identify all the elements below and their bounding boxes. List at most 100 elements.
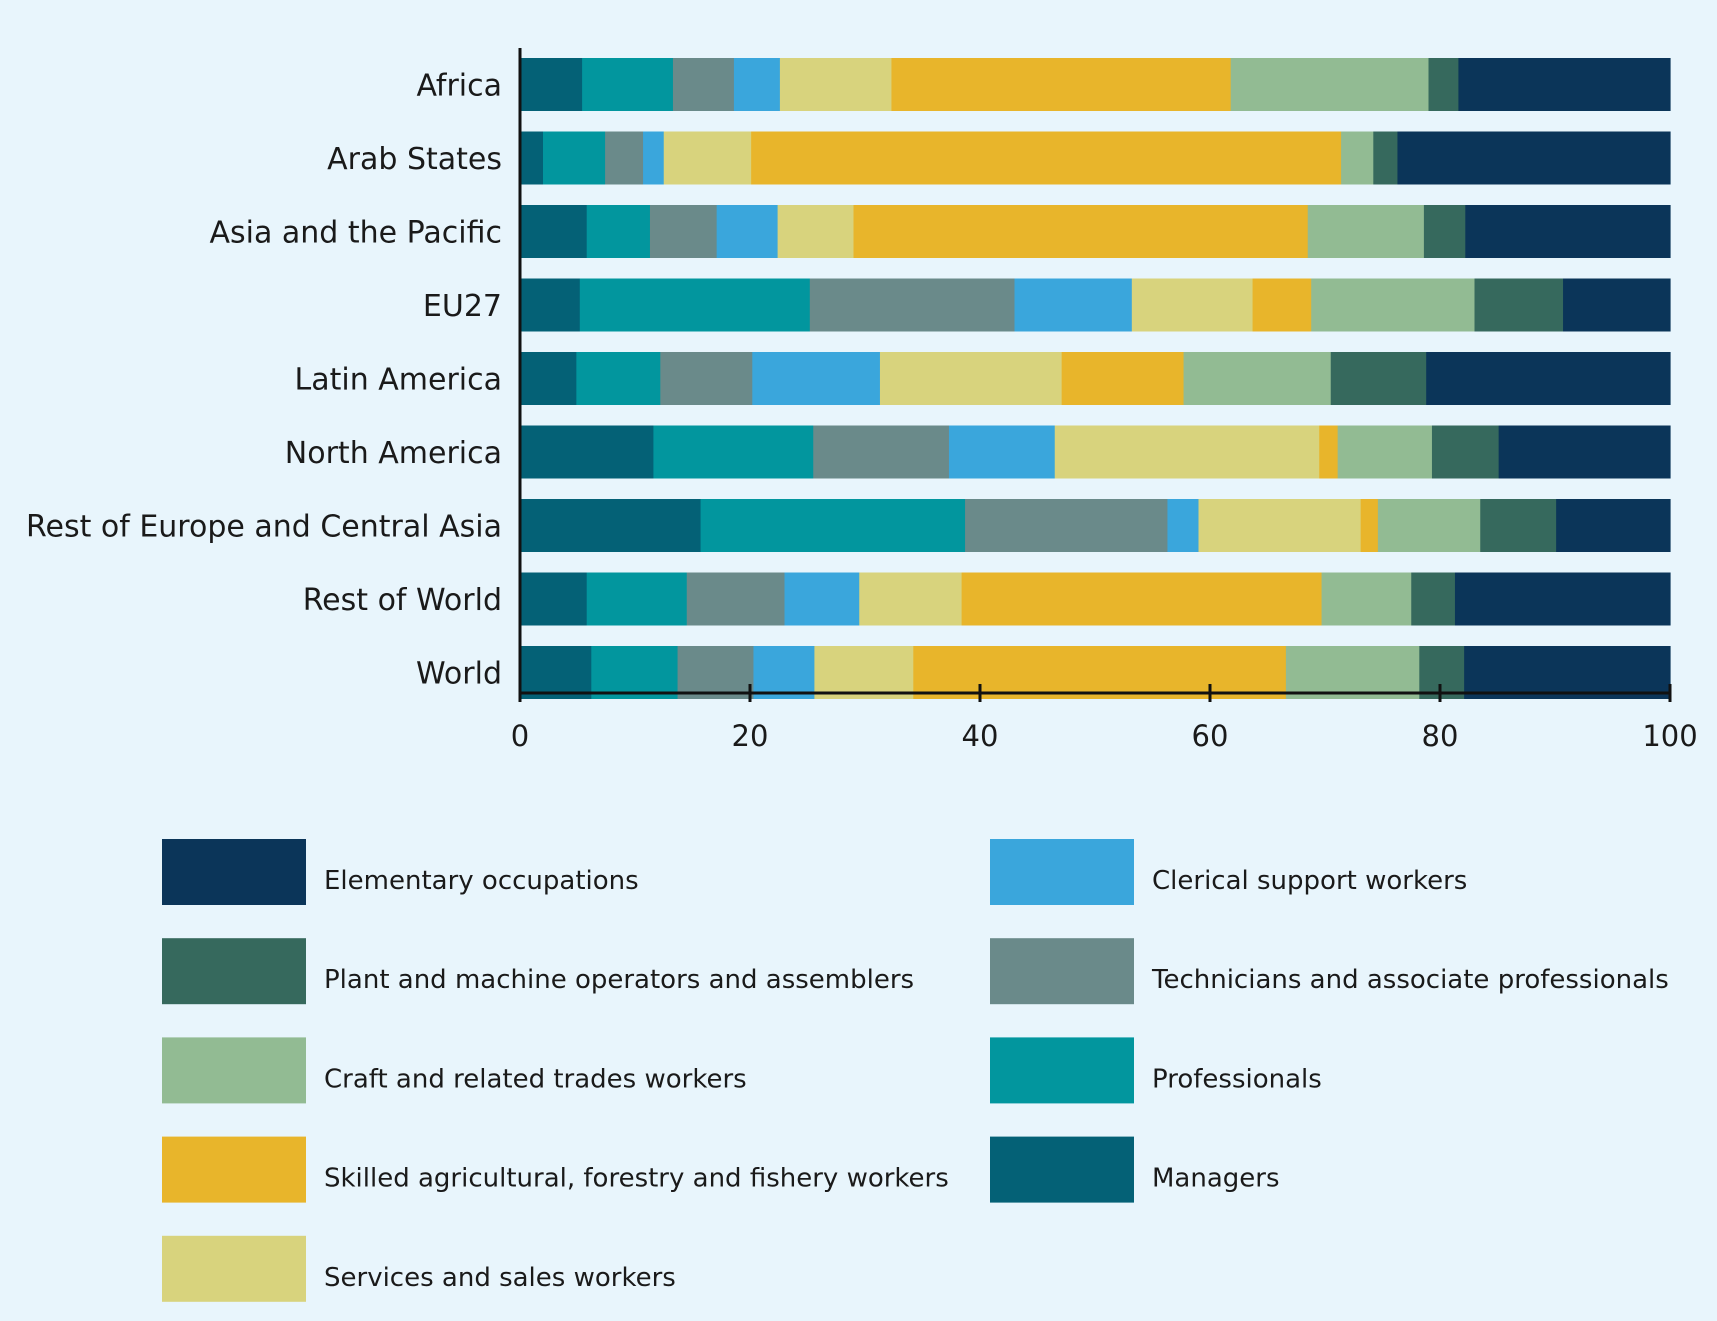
bar-world-craft-and-related-trades-workers xyxy=(1285,646,1420,699)
category-label-eu27: EU27 xyxy=(423,289,502,324)
bar-asia-and-the-pacific-services-and-sales-workers xyxy=(777,205,855,258)
bar-rest-of-europe-and-central-asia-elementary-occupations xyxy=(1556,499,1671,552)
bar-arab-states-managers xyxy=(520,131,544,185)
bar-asia-and-the-pacific-managers xyxy=(520,205,588,258)
bar-africa-elementary-occupations xyxy=(1458,58,1671,111)
bar-north-america-skilled-agricultural-forestry-and-fishery-workers xyxy=(1319,425,1339,479)
bar-africa-services-and-sales-workers xyxy=(779,58,893,111)
legend-swatch-services-and-sales-workers xyxy=(162,1235,306,1302)
bar-eu27-technicians-and-associate-professionals xyxy=(809,278,1016,332)
category-label-latin-america: Latin America xyxy=(295,363,503,398)
bar-asia-and-the-pacific-craft-and-related-trades-workers xyxy=(1307,205,1425,258)
bar-eu27-elementary-occupations xyxy=(1563,278,1671,332)
bar-asia-and-the-pacific-plant-and-machine-operators-and-assemblers xyxy=(1423,205,1466,258)
bar-latin-america-skilled-agricultural-forestry-and-fishery-workers xyxy=(1061,352,1185,405)
x-tick-label-100: 100 xyxy=(1642,719,1697,753)
legend-label-clerical-support-workers: Clerical support workers xyxy=(1152,866,1467,896)
bar-rest-of-world-technicians-and-associate-professionals xyxy=(686,572,786,626)
legend-label-services-and-sales-workers: Services and sales workers xyxy=(324,1263,676,1293)
bar-arab-states-elementary-occupations xyxy=(1397,131,1671,185)
bar-africa-managers xyxy=(520,58,583,111)
bar-rest-of-europe-and-central-asia-professionals xyxy=(700,499,966,552)
legend-label-skilled-agricultural-forestry-and-fishery-workers: Skilled agricultural, forestry and fishe… xyxy=(324,1164,949,1194)
bar-eu27-professionals xyxy=(579,278,811,332)
bar-rest-of-world-clerical-support-workers xyxy=(784,572,860,626)
bar-north-america-services-and-sales-workers xyxy=(1054,425,1320,479)
bar-latin-america-elementary-occupations xyxy=(1426,352,1671,405)
bar-rest-of-europe-and-central-asia-clerical-support-workers xyxy=(1167,499,1200,552)
bar-arab-states-clerical-support-workers xyxy=(643,131,665,185)
bar-rest-of-world-professionals xyxy=(586,572,688,626)
bar-latin-america-technicians-and-associate-professionals xyxy=(660,352,753,405)
bar-eu27-craft-and-related-trades-workers xyxy=(1311,278,1476,332)
bar-rest-of-world-craft-and-related-trades-workers xyxy=(1321,572,1412,626)
legend-swatch-craft-and-related-trades-workers xyxy=(162,1037,306,1104)
bar-latin-america-professionals xyxy=(576,352,661,405)
bar-north-america-professionals xyxy=(653,425,814,479)
bar-arab-states-technicians-and-associate-professionals xyxy=(605,131,644,185)
bar-north-america-plant-and-machine-operators-and-assemblers xyxy=(1431,425,1500,479)
category-label-world: World xyxy=(416,657,502,692)
bar-asia-and-the-pacific-technicians-and-associate-professionals xyxy=(649,205,718,258)
bar-world-managers xyxy=(520,646,592,699)
x-tick-label-20: 20 xyxy=(732,719,769,753)
bar-asia-and-the-pacific-skilled-agricultural-forestry-and-fishery-workers xyxy=(853,205,1309,258)
bar-world-services-and-sales-workers xyxy=(814,646,914,699)
bar-arab-states-services-and-sales-workers xyxy=(663,131,752,185)
bar-rest-of-world-skilled-agricultural-forestry-and-fishery-workers xyxy=(961,572,1323,626)
bar-north-america-craft-and-related-trades-workers xyxy=(1337,425,1433,479)
legend-swatch-elementary-occupations xyxy=(162,839,306,905)
bar-latin-america-managers xyxy=(520,352,577,405)
bar-arab-states-plant-and-machine-operators-and-assemblers xyxy=(1373,131,1399,185)
bar-asia-and-the-pacific-elementary-occupations xyxy=(1465,205,1671,258)
bar-latin-america-clerical-support-workers xyxy=(752,352,881,405)
legend-label-plant-and-machine-operators-and-assemblers: Plant and machine operators and assemble… xyxy=(324,965,914,995)
axis-layer xyxy=(518,48,1672,702)
legend-swatch-managers xyxy=(990,1136,1134,1203)
bar-rest-of-europe-and-central-asia-technicians-and-associate-professionals xyxy=(965,499,1169,552)
bar-africa-craft-and-related-trades-workers xyxy=(1230,58,1430,111)
category-label-asia-and-the-pacific: Asia and the Pacific xyxy=(210,216,503,251)
bar-latin-america-plant-and-machine-operators-and-assemblers xyxy=(1330,352,1427,405)
legend-label-managers: Managers xyxy=(1152,1164,1280,1194)
x-tick-label-40: 40 xyxy=(962,719,999,753)
bar-asia-and-the-pacific-professionals xyxy=(586,205,651,258)
category-label-arab-states: Arab States xyxy=(327,142,502,177)
bar-eu27-services-and-sales-workers xyxy=(1131,278,1254,332)
legend-label-professionals: Professionals xyxy=(1152,1064,1322,1094)
bar-rest-of-europe-and-central-asia-managers xyxy=(520,499,702,552)
bar-world-clerical-support-workers xyxy=(753,646,815,699)
bar-africa-plant-and-machine-operators-and-assemblers xyxy=(1428,58,1459,111)
legend-swatch-professionals xyxy=(990,1037,1134,1104)
bar-rest-of-world-managers xyxy=(520,572,588,626)
bar-rest-of-world-plant-and-machine-operators-and-assemblers xyxy=(1411,572,1456,626)
bar-arab-states-craft-and-related-trades-workers xyxy=(1341,131,1374,185)
bar-rest-of-europe-and-central-asia-skilled-agricultural-forestry-and-fishery-workers xyxy=(1360,499,1379,552)
bar-asia-and-the-pacific-clerical-support-workers xyxy=(716,205,779,258)
legend-swatch-plant-and-machine-operators-and-assemblers xyxy=(162,938,306,1005)
bar-arab-states-skilled-agricultural-forestry-and-fishery-workers xyxy=(751,131,1342,185)
legend-label-technicians-and-associate-professionals: Technicians and associate professionals xyxy=(1151,965,1669,995)
category-labels: Africa Arab States Asia and the Pacific EU2… xyxy=(26,69,502,692)
bar-africa-skilled-agricultural-forestry-and-fishery-workers xyxy=(891,58,1232,111)
x-tick-labels: 0 20 40 60 80 100 xyxy=(511,719,1698,753)
bar-rest-of-europe-and-central-asia-services-and-sales-workers xyxy=(1198,499,1362,552)
bar-world-skilled-agricultural-forestry-and-fishery-workers xyxy=(913,646,1287,699)
category-label-africa: Africa xyxy=(416,69,502,104)
x-tick-label-80: 80 xyxy=(1422,719,1459,753)
bar-latin-america-services-and-sales-workers xyxy=(879,352,1063,405)
legend: Elementary occupations Plant and machine … xyxy=(162,839,1669,1302)
bar-africa-professionals xyxy=(582,58,674,111)
bar-world-elementary-occupations xyxy=(1464,646,1671,699)
bar-north-america-managers xyxy=(520,425,654,479)
legend-swatch-skilled-agricultural-forestry-and-fishery-workers xyxy=(162,1136,306,1203)
bar-world-professionals xyxy=(591,646,679,699)
x-tick-label-0: 0 xyxy=(511,719,529,753)
bar-eu27-skilled-agricultural-forestry-and-fishery-workers xyxy=(1252,278,1312,332)
bar-rest-of-europe-and-central-asia-craft-and-related-trades-workers xyxy=(1377,499,1481,552)
x-tick-label-60: 60 xyxy=(1192,719,1229,753)
bar-north-america-technicians-and-associate-professionals xyxy=(813,425,950,479)
bar-eu27-clerical-support-workers xyxy=(1014,278,1133,332)
category-label-rest-of-europe-and-central-asia: Rest of Europe and Central Asia xyxy=(26,510,502,545)
